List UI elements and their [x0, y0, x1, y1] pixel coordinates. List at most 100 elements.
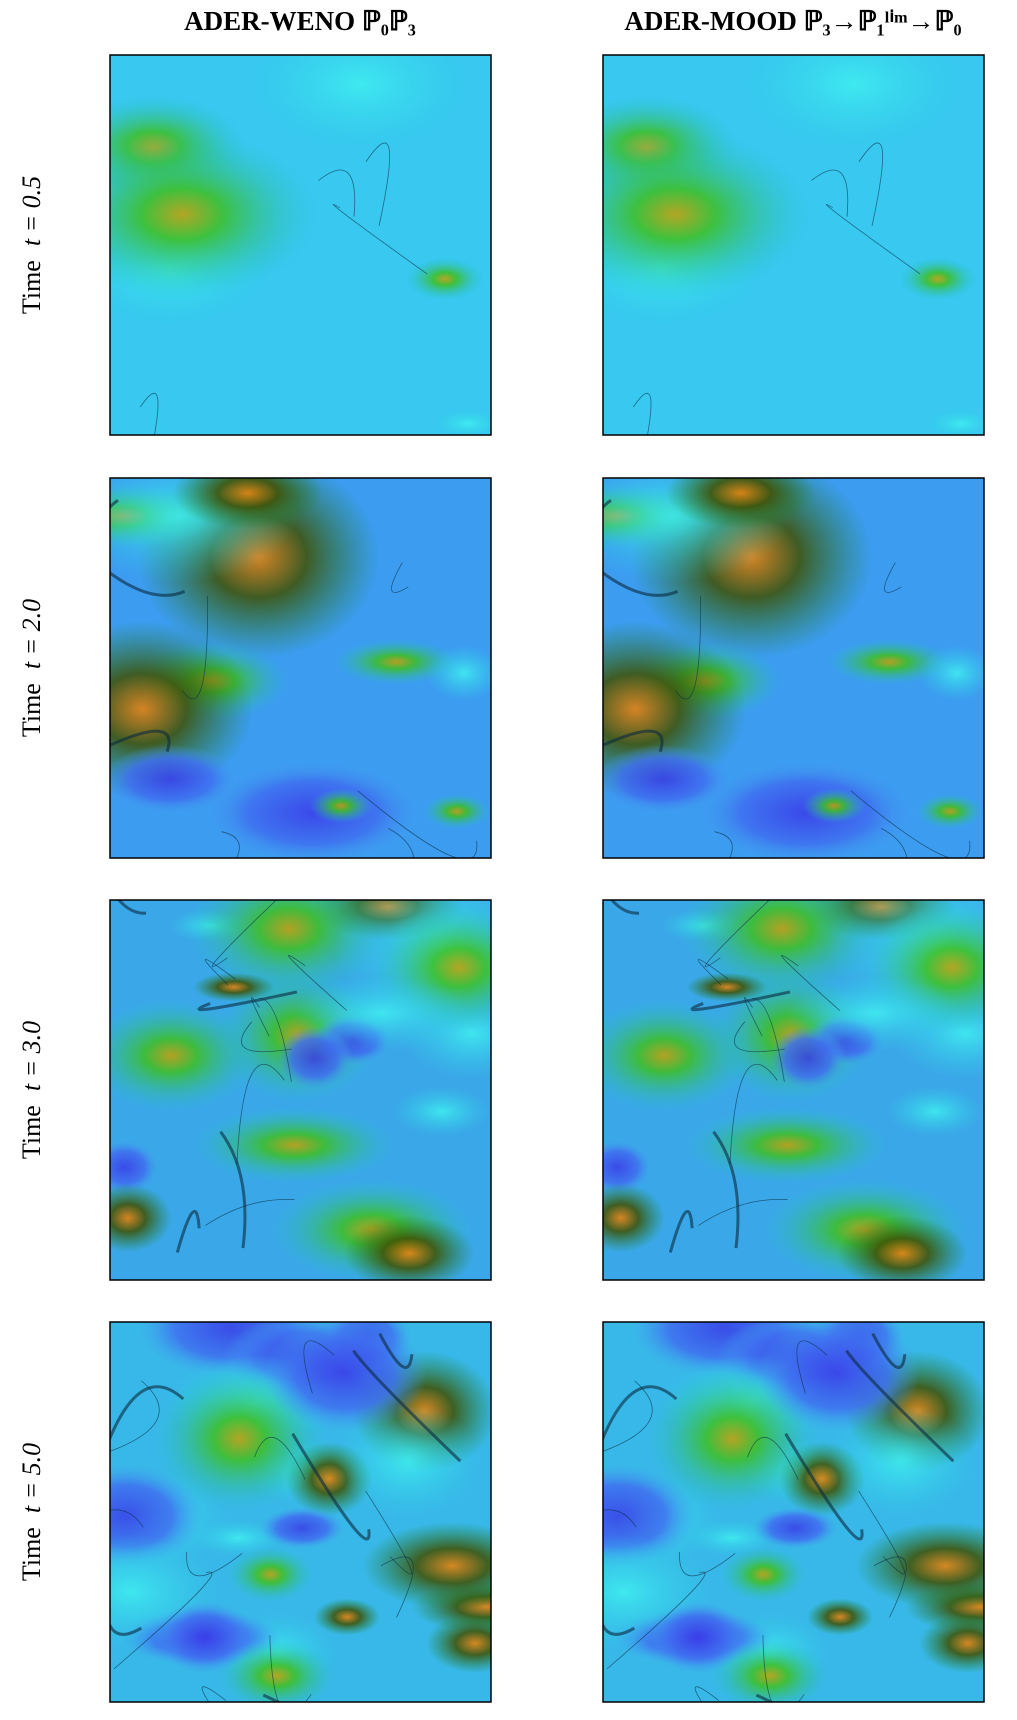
contour	[204, 1198, 295, 1226]
contour	[110, 571, 186, 597]
flow-feature	[292, 975, 472, 1051]
flow-feature	[110, 129, 318, 299]
contour	[219, 1130, 247, 1249]
contour	[712, 1130, 740, 1249]
simulation-panel	[110, 55, 491, 435]
row-label-time: Time	[17, 260, 46, 314]
flow-feature	[263, 1322, 427, 1432]
flow-feature	[603, 1183, 665, 1253]
contour	[181, 596, 208, 700]
flow-feature	[432, 408, 491, 435]
row-label-value: t = 2.0	[17, 599, 46, 669]
flow-feature	[603, 744, 733, 815]
contour	[387, 828, 415, 858]
contour	[380, 1556, 414, 1618]
flow-feature	[110, 1139, 160, 1195]
flow-feature	[686, 1107, 888, 1183]
contour	[603, 1509, 637, 1528]
panel-frame	[602, 899, 985, 1281]
contour	[603, 1385, 678, 1442]
contour	[603, 729, 664, 753]
contour	[211, 900, 277, 968]
contour	[110, 1621, 143, 1636]
contour	[873, 1556, 907, 1618]
contour	[825, 204, 921, 275]
contour	[668, 1209, 694, 1253]
flow-feature	[756, 1322, 920, 1432]
contour	[110, 499, 119, 510]
contour	[236, 1063, 285, 1164]
simulation-panel	[603, 478, 984, 858]
flow-feature	[649, 1600, 748, 1674]
panel-frame	[109, 899, 492, 1281]
contour	[241, 1021, 292, 1053]
contour	[633, 393, 652, 435]
flow-feature	[686, 972, 768, 1002]
panel-frame	[602, 477, 985, 859]
flow-feature	[313, 1598, 381, 1636]
contour	[352, 1349, 462, 1463]
row-label: Time t = 5.0	[17, 1443, 46, 1581]
contour	[762, 1635, 805, 1702]
flow-feature	[836, 1215, 968, 1280]
flow-feature	[425, 645, 491, 702]
flow-feature	[244, 55, 477, 154]
flow-feature	[752, 1507, 838, 1549]
contour	[204, 959, 236, 986]
flow-feature	[603, 1139, 653, 1195]
contour	[784, 1432, 864, 1541]
simulation-panel	[603, 55, 984, 435]
contour	[606, 1571, 706, 1670]
flow-feature	[918, 645, 984, 702]
contour	[603, 1380, 653, 1452]
contour	[714, 831, 733, 858]
contour	[734, 1021, 785, 1053]
contour	[755, 1693, 775, 1702]
contour	[697, 1198, 788, 1226]
contour	[201, 1686, 227, 1702]
contour	[884, 562, 902, 593]
flow-feature	[193, 972, 275, 1002]
contour	[262, 1693, 282, 1702]
contour	[603, 571, 679, 597]
flow-feature	[603, 999, 753, 1112]
panel-frame	[109, 54, 492, 436]
row-label-time: Time	[17, 1527, 46, 1581]
flow-feature	[333, 1404, 482, 1518]
flow-feature	[665, 478, 816, 530]
contour	[811, 169, 849, 217]
row-label-time: Time	[17, 683, 46, 737]
flow-feature	[737, 55, 970, 154]
flow-feature	[886, 1086, 983, 1137]
contour	[391, 562, 409, 593]
simulation-panel	[110, 1322, 491, 1702]
flow-feature	[899, 257, 977, 301]
contour	[858, 1490, 905, 1575]
contour	[365, 142, 391, 226]
contour	[357, 790, 478, 858]
contour	[197, 990, 298, 1012]
contour	[603, 499, 612, 510]
flow-feature	[603, 129, 811, 299]
contour	[113, 1571, 213, 1670]
contour	[880, 828, 908, 858]
row-label-value: t = 0.5	[17, 176, 46, 246]
simulation-panel	[110, 478, 491, 858]
contour	[871, 1332, 907, 1369]
flow-feature	[802, 788, 866, 824]
contour	[796, 1340, 828, 1394]
contour	[221, 831, 240, 858]
flow-feature	[343, 1215, 475, 1280]
flow-feature	[226, 1546, 314, 1603]
flow-feature	[426, 1613, 491, 1674]
contour	[186, 1552, 243, 1577]
flow-feature	[919, 1613, 984, 1674]
column-title: ADER-WENO ℙ₀ℙ₃	[184, 6, 416, 36]
panel-frame	[602, 54, 985, 436]
flow-feature	[110, 999, 260, 1112]
contour	[110, 1380, 160, 1452]
contour	[781, 955, 841, 1011]
flow-feature	[916, 793, 984, 830]
flow-feature	[309, 788, 373, 824]
contour	[318, 169, 356, 217]
